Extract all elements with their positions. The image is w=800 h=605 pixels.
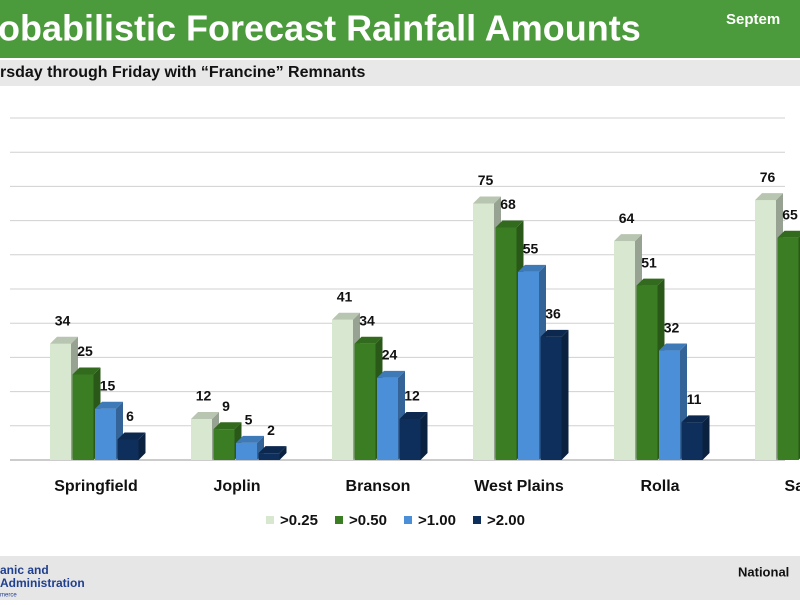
data-label: 2 [267, 422, 275, 438]
legend-swatch [404, 516, 412, 524]
slide-subtitle: rsday through Friday with “Francine” Rem… [0, 64, 365, 81]
bar [541, 330, 569, 460]
data-label: 36 [545, 306, 561, 322]
bar [400, 412, 428, 460]
legend-label: >0.50 [349, 512, 387, 529]
data-label: 34 [359, 312, 375, 328]
bar [118, 432, 146, 460]
data-label: 12 [196, 388, 212, 404]
bar-front [659, 351, 680, 460]
bar-front [50, 344, 71, 460]
bar-front [377, 378, 398, 460]
bar-front [95, 409, 116, 460]
data-label: 6 [126, 408, 134, 424]
data-label: 51 [641, 254, 657, 270]
x-tick-label: Sale [785, 478, 800, 495]
footer-org: Administration [0, 576, 85, 590]
data-label: 34 [55, 312, 71, 328]
bar-front [518, 272, 539, 460]
bar-front [355, 344, 376, 460]
bar-front [73, 375, 94, 461]
bar-side [562, 330, 569, 460]
legend-label: >2.00 [487, 512, 525, 529]
slide-title: obabilistic Forecast Rainfall Amounts [0, 8, 641, 49]
bar-front [236, 443, 257, 460]
legend-swatch [335, 516, 343, 524]
legend-label: >1.00 [418, 512, 456, 529]
bar-front [400, 419, 421, 460]
bar-front [259, 453, 280, 460]
data-label: 12 [404, 388, 420, 404]
bar-front [637, 286, 658, 460]
bar-front [541, 337, 562, 460]
footer-bar [0, 556, 800, 600]
data-label: 55 [523, 241, 539, 257]
bar-front [191, 419, 212, 460]
bar-front [473, 204, 494, 461]
data-label: 68 [500, 196, 516, 212]
footer-agency: National [738, 564, 789, 579]
legend-swatch [473, 516, 481, 524]
x-tick-label: West Plains [474, 478, 564, 495]
data-label: 5 [245, 412, 253, 428]
bar [778, 231, 800, 460]
legend-label: >0.25 [280, 512, 318, 529]
data-label: 32 [664, 319, 680, 335]
bar-side [421, 412, 428, 460]
data-label: 24 [382, 347, 398, 363]
x-tick-label: Joplin [213, 478, 260, 495]
bar [682, 415, 710, 460]
footer-org: anic and [0, 563, 49, 577]
bar-front [682, 422, 703, 460]
data-label: 41 [337, 288, 353, 304]
data-label: 25 [77, 343, 93, 359]
bar-front [778, 238, 799, 460]
bar-front [614, 241, 635, 460]
bar-front [755, 200, 776, 460]
x-tick-label: Springfield [54, 478, 138, 495]
data-label: 11 [687, 391, 702, 407]
footer-org: merce [0, 593, 17, 599]
data-label: 75 [478, 172, 494, 188]
slide-date: Septem [726, 11, 780, 28]
bar-front [214, 429, 235, 460]
data-label: 15 [100, 377, 116, 393]
bar-front [118, 439, 139, 460]
x-tick-label: Branson [346, 478, 411, 495]
bar-front [496, 227, 517, 460]
data-label: 76 [760, 169, 776, 185]
bar-front [332, 320, 353, 460]
data-label: 9 [222, 398, 230, 414]
legend-swatch [266, 516, 274, 524]
x-tick-label: Rolla [640, 478, 679, 495]
bar-side [703, 415, 710, 460]
data-label: 64 [619, 210, 635, 226]
data-label: 65 [782, 206, 798, 222]
